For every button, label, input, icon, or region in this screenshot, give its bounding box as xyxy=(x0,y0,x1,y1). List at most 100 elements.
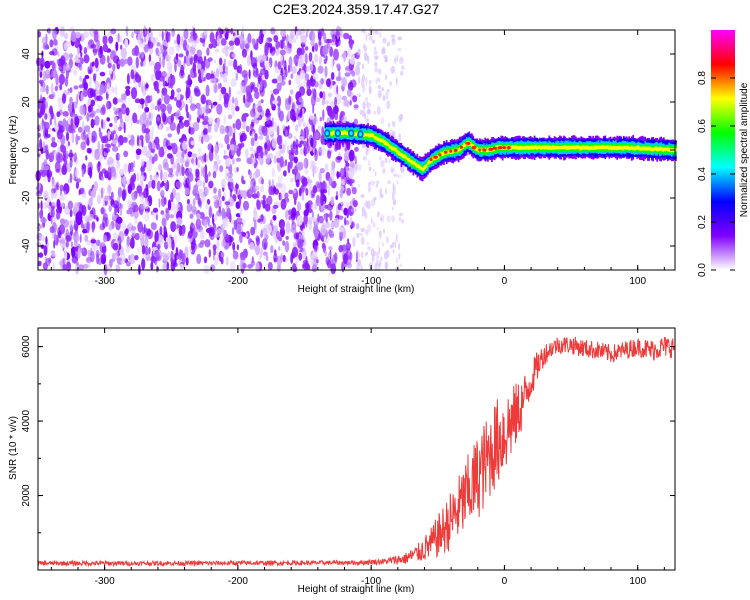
noise-speckle xyxy=(373,50,378,56)
signal-track-segment xyxy=(563,145,565,150)
noise-speckle xyxy=(295,30,298,40)
noise-speckle xyxy=(158,123,162,131)
noise-speckle xyxy=(154,61,161,72)
noise-speckle xyxy=(390,244,395,248)
noise-speckle xyxy=(295,124,299,132)
noise-speckle xyxy=(48,27,51,35)
noise-speckle xyxy=(362,156,366,161)
noise-speckle xyxy=(331,160,335,171)
noise-speckle xyxy=(380,256,383,262)
noise-speckle xyxy=(107,130,111,141)
noise-speckle xyxy=(117,59,124,65)
noise-speckle xyxy=(70,241,73,248)
signal-track-segment xyxy=(559,146,561,150)
noise-speckle xyxy=(297,239,304,249)
signal-track-segment xyxy=(543,145,545,150)
noise-speckle xyxy=(260,151,264,159)
noise-speckle xyxy=(372,29,377,35)
signal-track-segment xyxy=(587,145,589,150)
noise-speckle xyxy=(395,257,399,264)
noise-speckle xyxy=(271,78,278,84)
noise-speckle xyxy=(297,116,302,128)
snr-y-ticks: 2000 4000 6000 xyxy=(21,335,675,534)
colorbar-gradient xyxy=(711,30,735,270)
noise-speckle xyxy=(317,125,322,131)
noise-speckle xyxy=(101,143,104,150)
noise-speckle xyxy=(292,140,296,150)
noise-speckle xyxy=(335,37,341,47)
noise-speckle xyxy=(160,189,165,197)
noise-speckle xyxy=(310,137,314,147)
noise-speckle xyxy=(328,230,334,236)
noise-speckle xyxy=(84,74,90,80)
noise-speckle xyxy=(110,28,117,35)
noise-speckle xyxy=(170,154,174,165)
noise-speckle xyxy=(179,263,184,270)
noise-speckle xyxy=(140,51,145,59)
noise-speckle xyxy=(62,65,66,73)
noise-speckle xyxy=(203,256,208,264)
noise-speckle xyxy=(212,171,217,179)
noise-speckle xyxy=(64,250,68,261)
noise-speckle xyxy=(325,256,330,266)
noise-speckle xyxy=(375,180,380,185)
noise-speckle xyxy=(81,204,87,216)
noise-speckle xyxy=(260,214,264,222)
noise-speckle xyxy=(124,228,129,235)
noise-speckle xyxy=(274,188,279,195)
signal-track-segment xyxy=(667,147,669,152)
noise-speckle xyxy=(391,191,395,201)
x-tick-label: 0 xyxy=(502,576,508,587)
noise-speckle xyxy=(236,244,239,251)
noise-speckle xyxy=(124,38,129,49)
signal-track-segment xyxy=(365,133,368,137)
noise-speckle xyxy=(68,53,74,59)
noise-speckle xyxy=(373,250,377,257)
noise-speckle xyxy=(50,189,55,200)
noise-speckle xyxy=(50,216,54,224)
noise-speckle xyxy=(184,161,190,168)
signal-track-segment xyxy=(655,146,657,151)
noise-speckle xyxy=(250,181,253,190)
noise-speckle xyxy=(366,101,370,108)
noise-speckle xyxy=(275,40,280,50)
noise-speckle xyxy=(137,221,144,233)
noise-speckle xyxy=(242,120,247,130)
noise-speckle xyxy=(391,169,394,175)
noise-speckle xyxy=(236,217,243,223)
noise-speckle xyxy=(300,184,305,194)
signal-track-segment xyxy=(525,145,528,150)
noise-speckle xyxy=(349,100,352,106)
noise-speckle xyxy=(112,242,119,251)
noise-speckle xyxy=(288,56,293,68)
noise-speckle xyxy=(346,89,352,97)
signal-track-segment xyxy=(427,161,429,165)
noise-speckle xyxy=(50,141,58,148)
signal-track-segment xyxy=(605,145,608,149)
noise-speckle xyxy=(392,168,395,172)
noise-speckle xyxy=(136,134,140,147)
noise-speckle xyxy=(200,240,206,245)
noise-speckle xyxy=(65,240,70,248)
noise-speckle xyxy=(193,121,200,132)
noise-speckle xyxy=(219,124,225,135)
noise-speckle xyxy=(68,124,72,134)
signal-track-segment xyxy=(625,145,628,150)
colorbar-tick-label: 0.2 xyxy=(697,215,708,229)
signal-track-segment xyxy=(581,145,584,150)
noise-speckle xyxy=(230,261,236,273)
noise-speckle xyxy=(68,219,73,232)
noise-speckle xyxy=(121,93,127,101)
noise-speckle xyxy=(307,264,311,270)
noise-speckle xyxy=(42,97,45,103)
noise-speckle xyxy=(280,55,284,61)
noise-speckle xyxy=(196,37,200,44)
noise-speckle xyxy=(150,73,155,82)
noise-speckle xyxy=(200,94,206,105)
noise-speckle xyxy=(300,148,304,155)
signal-track-segment xyxy=(404,154,407,159)
noise-speckle xyxy=(120,252,126,265)
noise-speckle xyxy=(299,135,304,141)
signal-track-segment xyxy=(532,145,535,150)
noise-speckle xyxy=(326,78,331,88)
